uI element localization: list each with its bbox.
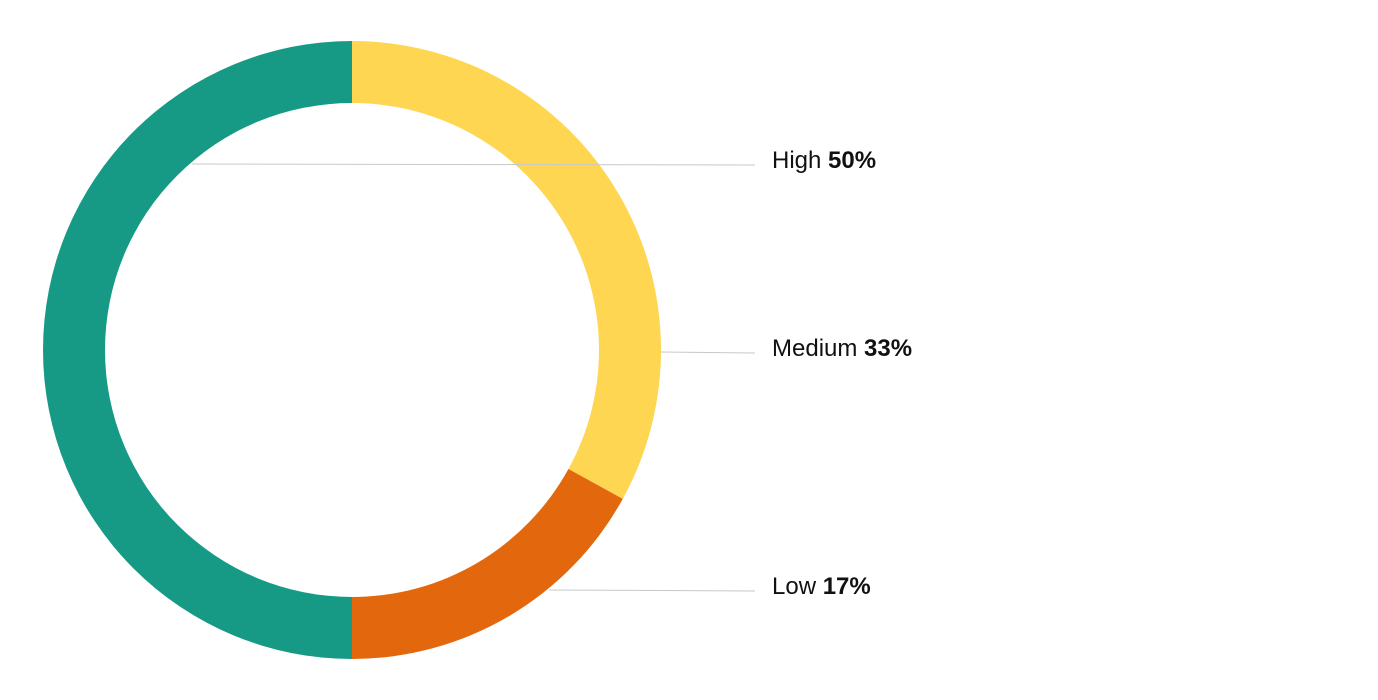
value-label: 33% — [864, 335, 912, 362]
data-label: Low 17% — [772, 573, 871, 600]
donut-segment — [352, 468, 623, 659]
donut-segment — [352, 41, 661, 499]
leader-line — [191, 163, 756, 166]
value-label: 50% — [828, 147, 876, 174]
data-label: Medium 33% — [772, 335, 912, 362]
donut-segment — [43, 41, 352, 659]
leader-line — [660, 351, 756, 354]
data-label: High 50% — [772, 147, 876, 174]
category-label: High — [772, 147, 821, 174]
leader-line — [549, 589, 756, 592]
value-label: 17% — [823, 573, 871, 600]
category-label: Medium — [772, 335, 857, 362]
category-label: Low — [772, 573, 817, 600]
